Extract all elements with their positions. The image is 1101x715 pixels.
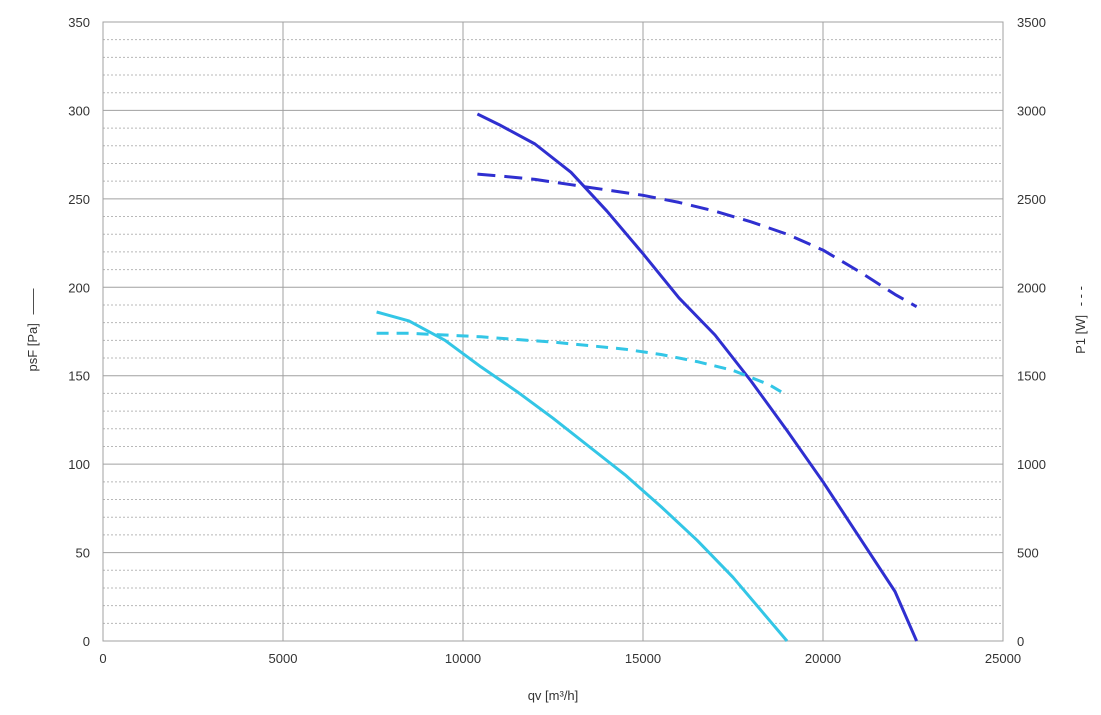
pressure-curve-blue: [476, 112, 918, 642]
x-tick-label: 10000: [445, 651, 481, 666]
left-axis-line-marker: ——: [25, 288, 40, 314]
grid: [102, 21, 1004, 642]
y-right-tick-label: 3500: [1017, 15, 1046, 30]
y-left-tick-label: 0: [83, 634, 90, 649]
y-right-tick-label: 2500: [1017, 192, 1046, 207]
y-left-tick-label: 200: [68, 280, 90, 295]
y-right-tick-label: 2000: [1017, 280, 1046, 295]
plot-frame: [102, 21, 1004, 642]
y-left-tick-label: 50: [76, 546, 90, 561]
x-tick-label: 25000: [985, 651, 1021, 666]
x-tick-label: 20000: [805, 651, 841, 666]
x-tick-label: 15000: [625, 651, 661, 666]
right-axis-title: P1 [W] - - -: [1073, 286, 1088, 354]
right-axis-line-marker: - - -: [1073, 286, 1088, 306]
y-left-tick-label: 350: [68, 15, 90, 30]
tick-labels: 0 5000 10000 15000 20000 25000050100150200250…: [68, 15, 1046, 666]
x-axis-title: qv [m³/h]: [528, 688, 579, 703]
left-axis-label: psF [Pa]: [25, 323, 40, 371]
svg-text:psF [Pa] ——: psF [Pa] ——: [25, 288, 40, 371]
svg-text:P1 [W] - - -: P1 [W] - - -: [1073, 286, 1088, 354]
x-tick-label: 5000: [269, 651, 298, 666]
y-left-tick-label: 150: [68, 369, 90, 384]
y-right-tick-label: 500: [1017, 546, 1039, 561]
y-right-tick-label: 1500: [1017, 369, 1046, 384]
y-left-tick-label: 250: [68, 192, 90, 207]
series-layer: [376, 112, 918, 642]
power-curve-blue: [477, 172, 918, 309]
y-right-tick-label: 1000: [1017, 457, 1046, 472]
y-left-tick-label: 100: [68, 457, 90, 472]
left-axis-title: psF [Pa] ——: [25, 288, 40, 371]
y-right-tick-label: 0: [1017, 634, 1024, 649]
power-curve-cyan: [376, 331, 788, 397]
pressure-curve-cyan: [376, 310, 789, 642]
y-left-tick-label: 300: [68, 103, 90, 118]
x-tick-label: 0: [99, 651, 106, 666]
right-axis-label: P1 [W]: [1073, 315, 1088, 354]
y-right-tick-label: 3000: [1017, 103, 1046, 118]
